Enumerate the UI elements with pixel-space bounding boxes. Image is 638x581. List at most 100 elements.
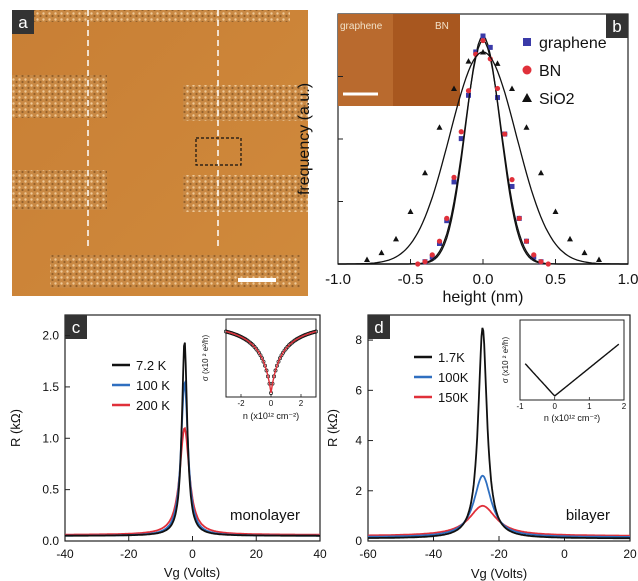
panel-d-xtick-label: -40 bbox=[425, 547, 443, 561]
sio2-point bbox=[364, 256, 370, 262]
panel-d-label-box bbox=[368, 315, 390, 339]
panel-d-legend: 1.7K 100K 150K bbox=[414, 350, 469, 405]
sio2-point bbox=[567, 235, 573, 242]
panel-d-inset-xtick-label: 2 bbox=[622, 402, 627, 411]
afm-strip bbox=[50, 255, 300, 288]
afm-strip bbox=[12, 75, 107, 118]
panel-c-inset-ylabel: σ (x10 ² e²/h) bbox=[201, 335, 210, 382]
bn-point bbox=[436, 238, 443, 244]
bn-point bbox=[538, 259, 544, 265]
bn-point bbox=[480, 37, 486, 44]
panel-c-xlabel: Vg (Volts) bbox=[164, 565, 220, 580]
panel-b-xlabel: height (nm) bbox=[443, 289, 524, 306]
afm-strip bbox=[12, 170, 107, 210]
afm-image bbox=[12, 10, 308, 296]
panel-d-inset-ylabel: σ (x10 ² e²/h) bbox=[501, 337, 510, 384]
bn-point bbox=[415, 261, 421, 267]
panel-c-inset-xlabel: n (x10¹² cm⁻²) bbox=[243, 411, 299, 421]
panel-b-label: b bbox=[612, 17, 621, 36]
panel-c-xtick-label: -40 bbox=[56, 547, 74, 561]
bn-point bbox=[487, 56, 493, 62]
panel-d-ytick-label: 8 bbox=[355, 333, 362, 347]
panel-d-curve-1.7k bbox=[368, 327, 630, 540]
bn-point bbox=[523, 238, 530, 244]
panel-b-xtick-label: -0.5 bbox=[398, 271, 424, 288]
legend-triangle-marker bbox=[522, 93, 532, 102]
afm-strip bbox=[183, 85, 308, 121]
bn-point bbox=[531, 252, 537, 258]
legend-label-200k: 200 K bbox=[136, 398, 170, 413]
legend-label-1.7k: 1.7K bbox=[438, 350, 465, 365]
panel-d-annotation: bilayer bbox=[566, 507, 610, 524]
panel-b-inset-label-graphene: graphene bbox=[340, 21, 383, 32]
panel-c-ytick-label: 1.0 bbox=[42, 431, 59, 445]
panel-c-ylabel: R (kΩ) bbox=[8, 409, 23, 447]
panel-b: graphene BN b frequency (a.u.) height (n… bbox=[296, 13, 638, 306]
sio2-point bbox=[480, 48, 486, 55]
panel-c-curve-7.2k bbox=[65, 342, 320, 537]
panel-c-inset-point bbox=[258, 353, 263, 358]
panel-c-xtick-label: 0 bbox=[189, 547, 196, 561]
bn-point bbox=[494, 85, 501, 92]
graphene-point bbox=[487, 44, 493, 50]
sio2-point bbox=[378, 249, 385, 256]
panel-c-ytick-label: 2.0 bbox=[42, 329, 59, 343]
bn-point bbox=[458, 129, 464, 135]
panel-c-xtick-label: 20 bbox=[250, 547, 264, 561]
panel-c-inset-axes bbox=[225, 318, 317, 398]
panel-d-ytick-label: 6 bbox=[355, 383, 362, 397]
panel-c-annotation: monolayer bbox=[230, 507, 300, 524]
panel-b-xtick-label: 1.0 bbox=[618, 271, 638, 288]
graphene-point bbox=[466, 92, 471, 98]
panel-b-xtick-label: 0.5 bbox=[545, 271, 566, 288]
legend-label-bn: BN bbox=[539, 63, 561, 80]
sio2-point bbox=[596, 256, 602, 262]
sio2-point bbox=[494, 60, 501, 66]
panel-c-ytick-label: 0.5 bbox=[42, 483, 59, 497]
sio2-point bbox=[422, 169, 428, 176]
graphene-point bbox=[458, 136, 464, 142]
afm-dashed-box bbox=[195, 137, 242, 166]
panel-b-xtick-label: 0.0 bbox=[473, 271, 494, 288]
bn-point bbox=[465, 88, 472, 94]
panel-c-inset-xtick-label: 0 bbox=[269, 399, 274, 408]
panel-d-inset-axes bbox=[519, 319, 625, 401]
panel-d-xtick-label: 20 bbox=[623, 547, 637, 561]
panel-d-xtick-label: -60 bbox=[359, 547, 377, 561]
panel-b-legend: graphene BN SiO2 bbox=[522, 35, 607, 108]
graphene-point bbox=[480, 33, 486, 39]
graphene-point bbox=[509, 183, 515, 189]
legend-label-sio2: SiO2 bbox=[539, 91, 575, 108]
sio2-point bbox=[538, 169, 544, 176]
panel-d-xlabel: Vg (Volts) bbox=[471, 566, 527, 581]
panel-a-label: a bbox=[18, 13, 28, 32]
bn-point bbox=[444, 215, 450, 221]
panel-c-inset-xtick-label: 2 bbox=[299, 399, 304, 408]
sio2-point bbox=[451, 85, 457, 91]
legend-label-graphene: graphene bbox=[539, 35, 607, 52]
panel-d-inset-xtick-label: 1 bbox=[587, 402, 592, 411]
legend-square-marker bbox=[523, 38, 531, 46]
afm-strip bbox=[30, 10, 290, 22]
bn-point bbox=[502, 131, 508, 137]
sio2-point bbox=[581, 249, 588, 256]
legend-label-100k: 100 K bbox=[136, 378, 170, 393]
panel-d-xtick-label: -20 bbox=[490, 547, 508, 561]
sio2-point bbox=[407, 208, 414, 215]
bn-point bbox=[429, 252, 435, 258]
panel-d-ytick-label: 2 bbox=[355, 484, 362, 498]
sio2-point bbox=[393, 235, 399, 242]
legend-label-150k: 150K bbox=[438, 390, 469, 405]
sio2-point bbox=[509, 85, 515, 91]
panel-c: c R (kΩ) Vg (Volts) monolayer σ (x10 ² e… bbox=[8, 314, 327, 580]
panel-b-xtick-label: -1.0 bbox=[325, 271, 351, 288]
panel-d-ytick-label: 0 bbox=[355, 534, 362, 548]
legend-label-100k: 100K bbox=[438, 370, 469, 385]
sio2-point bbox=[523, 124, 530, 130]
afm-strip bbox=[183, 175, 308, 212]
panel-b-inset-label-bn: BN bbox=[435, 21, 449, 32]
sio2-point bbox=[465, 58, 472, 64]
legend-label-7.2k: 7.2 K bbox=[136, 358, 167, 373]
bn-point bbox=[509, 177, 515, 183]
